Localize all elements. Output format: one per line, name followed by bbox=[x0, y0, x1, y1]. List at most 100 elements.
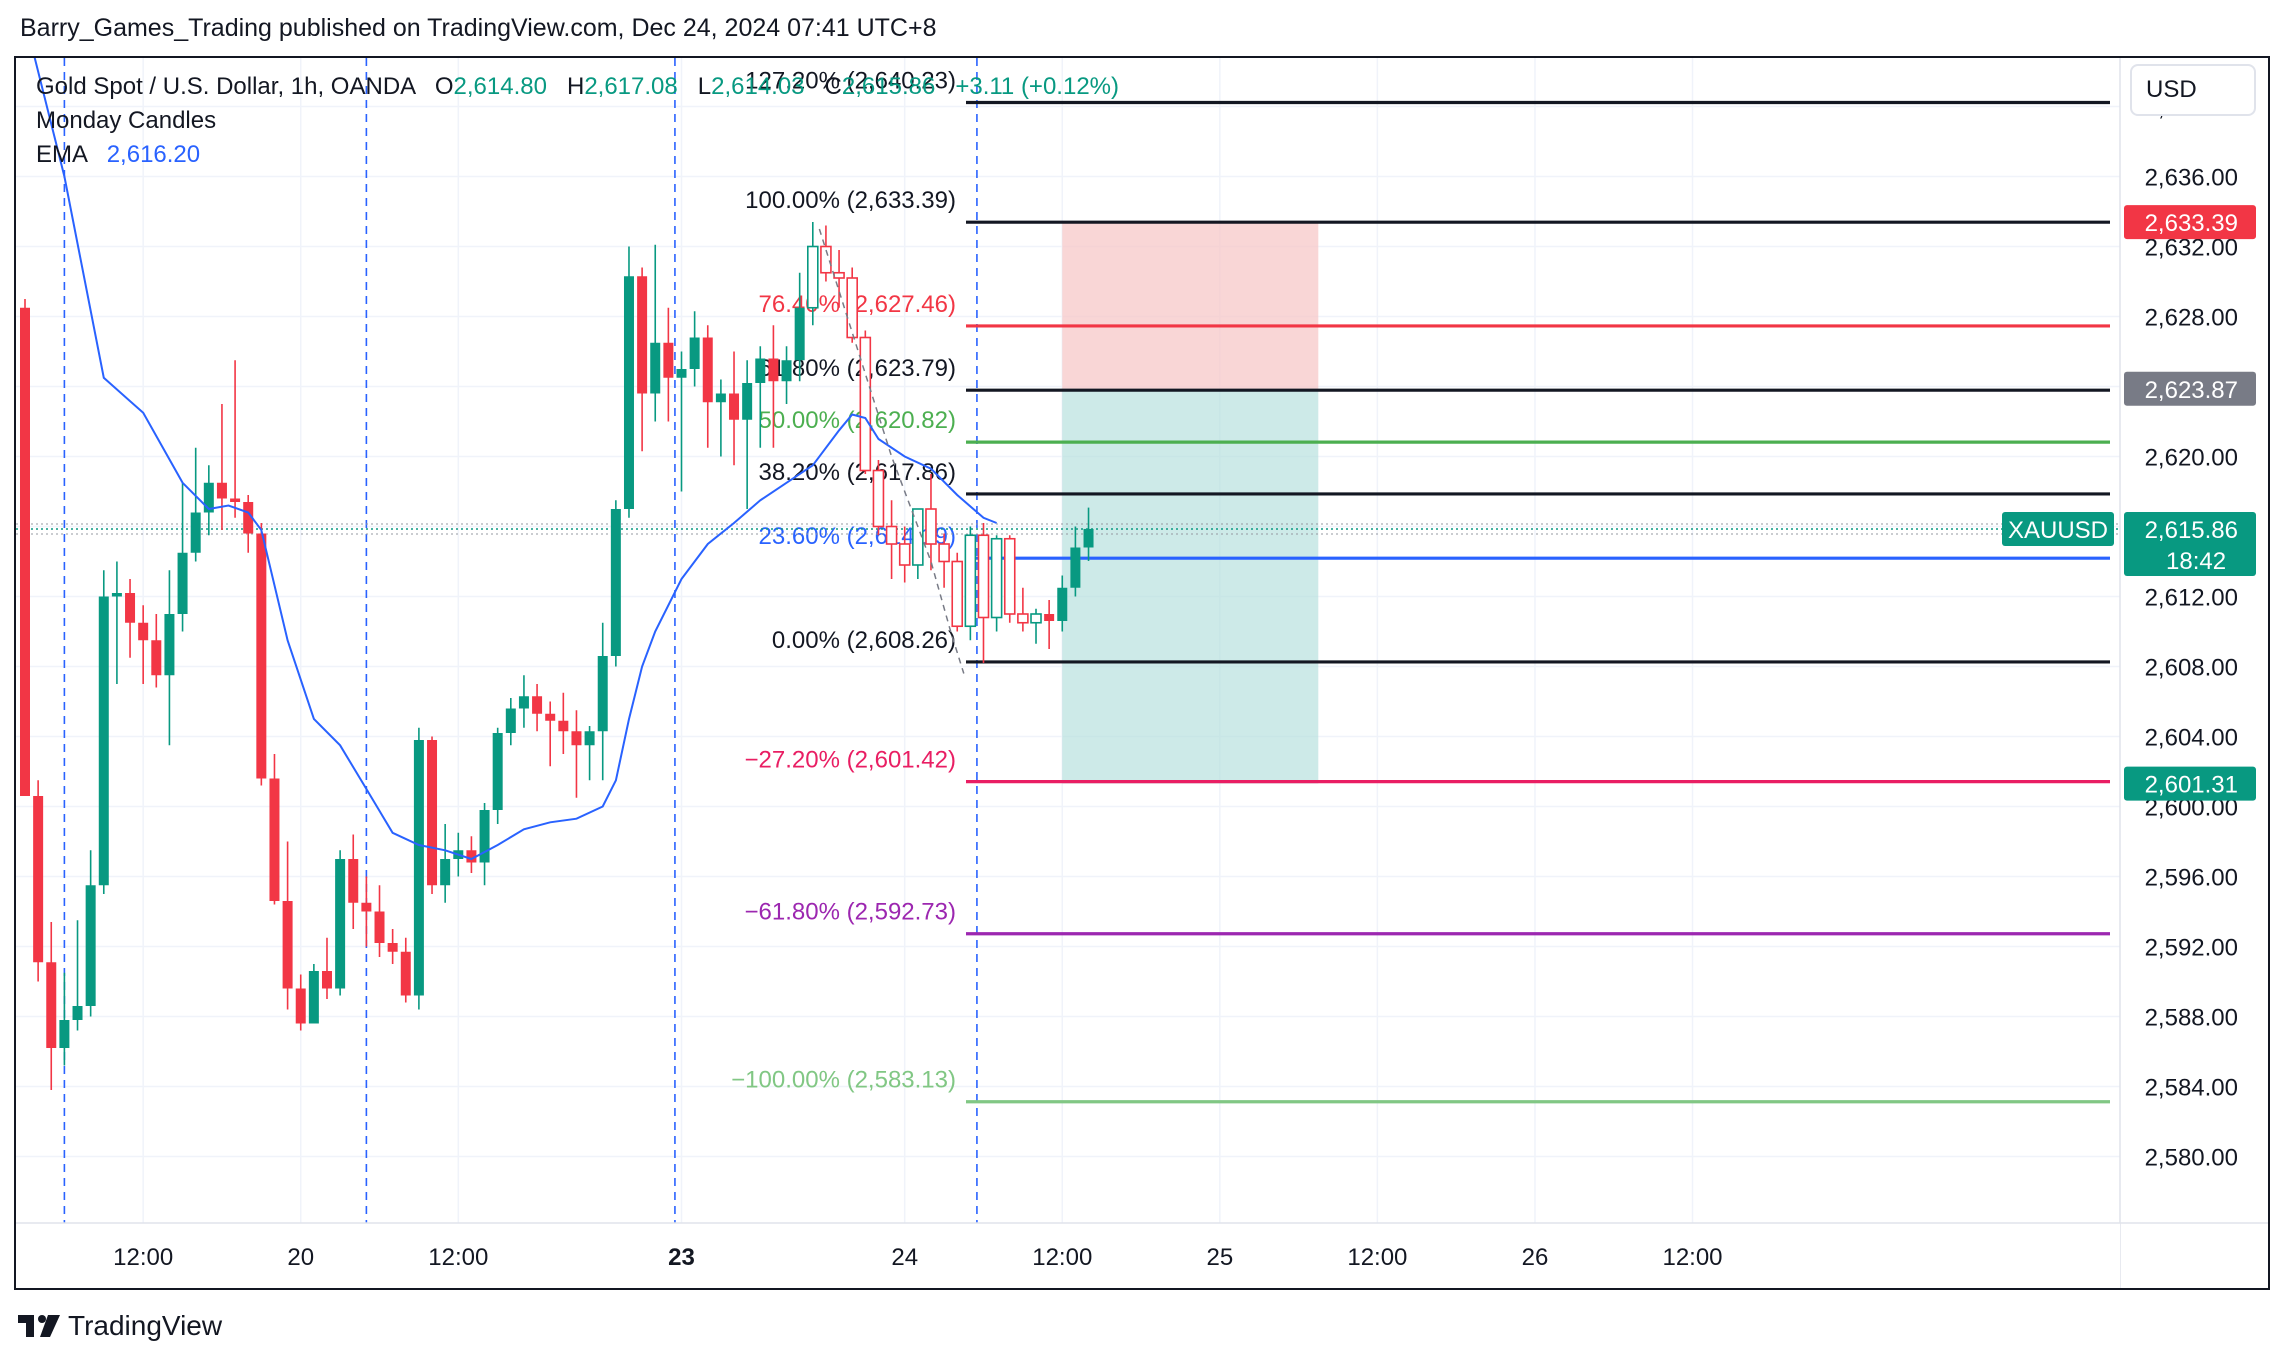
price-tick-label: 2,636.00 bbox=[2145, 165, 2238, 192]
candle-bear bbox=[768, 325, 779, 448]
candle-body bbox=[518, 696, 529, 709]
candle-body bbox=[413, 740, 424, 996]
candle-body bbox=[597, 656, 608, 732]
candle-bull bbox=[1057, 575, 1068, 632]
candle-bull bbox=[1070, 526, 1081, 597]
candle-bull bbox=[1030, 608, 1042, 644]
candle-bull bbox=[623, 246, 634, 518]
price-tick-label: 2,580.00 bbox=[2145, 1145, 2238, 1172]
candle-bear bbox=[321, 937, 332, 999]
candle-body bbox=[912, 508, 924, 566]
price-axis-background bbox=[2120, 58, 2268, 1288]
footer: TradingView bbox=[0, 1292, 2284, 1360]
high-value: 2,617.08 bbox=[584, 73, 678, 100]
candle-bear bbox=[820, 225, 832, 282]
price-axis-label: 2,601.31 bbox=[2124, 766, 2256, 801]
candle-bull bbox=[335, 850, 346, 996]
candle-bull bbox=[308, 964, 319, 1024]
change-value: +3.11 (+0.12%) bbox=[955, 73, 1119, 100]
close-label: C bbox=[824, 73, 842, 100]
candle-bear bbox=[20, 299, 30, 796]
fib-level-label: −61.80% (2,592.73) bbox=[745, 899, 957, 926]
candle-body bbox=[230, 498, 241, 502]
take-profit-zone bbox=[1062, 388, 1319, 784]
candle-body bbox=[361, 902, 372, 912]
candle-bull bbox=[990, 535, 1003, 632]
price-tick-label: 2,592.00 bbox=[2145, 935, 2238, 962]
price-chart[interactable]: 127.20% (2,640.23)100.00% (2,633.39)76.4… bbox=[16, 58, 2268, 1288]
indicator-ema[interactable]: EMA 2,616.20 bbox=[36, 138, 1119, 172]
time-tick-label: 20 bbox=[287, 1244, 314, 1271]
candle-body bbox=[820, 245, 832, 274]
fib-level-label: 50.00% (2,620.82) bbox=[759, 407, 956, 434]
candle-bear bbox=[702, 325, 713, 448]
candle-bear bbox=[885, 500, 898, 579]
candle-bull bbox=[715, 379, 726, 457]
candle-body bbox=[532, 696, 543, 714]
candle-body bbox=[781, 360, 792, 382]
candle-bear bbox=[846, 267, 858, 343]
candle-body bbox=[1070, 547, 1081, 588]
candle-bull bbox=[742, 360, 753, 509]
candle-body bbox=[885, 525, 898, 545]
candle-body bbox=[400, 951, 411, 996]
chart-frame[interactable]: 127.20% (2,640.23) 100.00% (2,633.39) 76.4… bbox=[14, 56, 2270, 1290]
currency-button[interactable]: USD bbox=[2130, 64, 2256, 116]
candle-bull bbox=[597, 622, 608, 781]
candle-body bbox=[1083, 528, 1094, 548]
candle-body bbox=[111, 593, 122, 597]
candle-body bbox=[584, 731, 595, 746]
candle-body bbox=[321, 971, 332, 989]
candle-body bbox=[138, 622, 149, 641]
candle-bear bbox=[637, 267, 648, 452]
indicator-monday-candles[interactable]: Monday Candles bbox=[36, 104, 1119, 138]
candle-bear bbox=[216, 404, 227, 530]
time-tick-label: 12:00 bbox=[113, 1244, 173, 1271]
time-tick-label: 26 bbox=[1522, 1244, 1549, 1271]
candle-body bbox=[374, 911, 385, 943]
candle-body bbox=[571, 731, 582, 746]
candle-bear bbox=[1003, 535, 1016, 623]
candle-bull bbox=[505, 698, 516, 746]
candle-body bbox=[203, 482, 214, 513]
candle-bear bbox=[898, 526, 911, 583]
candle-body bbox=[1003, 537, 1016, 615]
price-tick-label: 2,604.00 bbox=[2145, 725, 2238, 752]
tradingview-logo[interactable]: TradingView bbox=[18, 1306, 222, 1346]
price-label-bg bbox=[2124, 371, 2256, 406]
candle-bull bbox=[98, 570, 109, 894]
candle-bear bbox=[571, 710, 582, 798]
candle-body bbox=[72, 1006, 83, 1020]
candle-bull bbox=[676, 351, 687, 492]
candle-body bbox=[177, 552, 188, 614]
candle-bull bbox=[203, 465, 214, 536]
candle-bear bbox=[374, 885, 385, 957]
time-tick-label: 25 bbox=[1206, 1244, 1233, 1271]
last-price-bg bbox=[2124, 511, 2256, 576]
candle-bear bbox=[387, 929, 398, 964]
candle-bull bbox=[1083, 507, 1094, 561]
position-tool bbox=[1062, 222, 1319, 784]
candle-body bbox=[676, 369, 687, 378]
candle-body bbox=[466, 850, 477, 863]
symbol-title[interactable]: Gold Spot / U.S. Dollar, 1h, OANDA bbox=[36, 73, 415, 100]
candle-body bbox=[846, 277, 858, 339]
ema-value: 2,616.20 bbox=[106, 141, 201, 168]
candle-bull bbox=[964, 526, 977, 641]
candle-bear bbox=[361, 876, 372, 947]
chart-legend: Gold Spot / U.S. Dollar, 1h, OANDA O2,61… bbox=[36, 70, 1119, 172]
published-text: Barry_Games_Trading published on Trading… bbox=[20, 14, 937, 42]
candle-body bbox=[33, 796, 44, 963]
price-label-bg bbox=[2124, 766, 2256, 801]
candle-body bbox=[1057, 587, 1068, 621]
candle-bull bbox=[72, 920, 83, 1031]
price-tick-label: 2,620.00 bbox=[2145, 445, 2238, 472]
fib-level-label: 100.00% (2,633.39) bbox=[745, 187, 956, 214]
candle-body bbox=[125, 593, 136, 623]
candle-body bbox=[964, 534, 977, 628]
candle-bull bbox=[794, 272, 805, 382]
stop-loss-zone bbox=[1062, 222, 1319, 389]
countdown-text: 18:42 bbox=[2166, 548, 2226, 575]
candle-body bbox=[623, 276, 634, 509]
candle-bear bbox=[295, 974, 306, 1031]
